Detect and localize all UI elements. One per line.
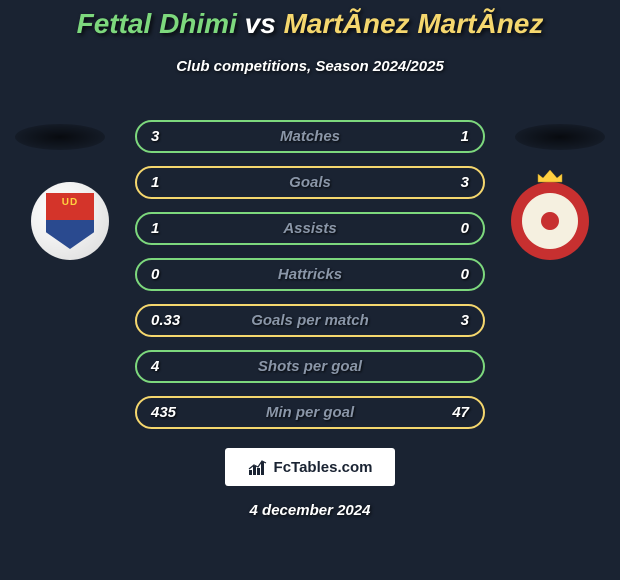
stat-label: Goals [137, 174, 483, 191]
badge-right-center [541, 212, 559, 230]
player2-name: MartÃ­nez MartÃ­nez [284, 8, 544, 39]
chart-icon [248, 458, 268, 476]
player1-name: Fettal Dhimi [77, 8, 237, 39]
crown-icon [536, 168, 564, 186]
fctables-logo[interactable]: FcTables.com [225, 448, 395, 486]
stat-label: Assists [137, 220, 483, 237]
stat-label: Shots per goal [137, 358, 483, 375]
stat-label: Goals per match [137, 312, 483, 329]
comparison-title: Fettal Dhimi vs MartÃ­nez MartÃ­nez [0, 0, 620, 40]
stat-label: Min per goal [137, 404, 483, 421]
stats-container: 3 Matches 1 1 Goals 3 1 Assists 0 0 Hatt… [135, 120, 485, 442]
subtitle: Club competitions, Season 2024/2025 [0, 58, 620, 75]
stat-label: Matches [137, 128, 483, 145]
stat-value-right: 0 [461, 220, 469, 237]
shadow-right [515, 124, 605, 150]
badge-left-text: UD [46, 197, 94, 208]
stat-value-right: 0 [461, 266, 469, 283]
stat-label: Hattricks [137, 266, 483, 283]
stat-row: 0.33 Goals per match 3 [135, 304, 485, 337]
logo-text: FcTables.com [274, 459, 373, 476]
date: 4 december 2024 [0, 502, 620, 519]
team-badge-left: UD [31, 182, 109, 260]
stat-row: 435 Min per goal 47 [135, 396, 485, 429]
vs-text: vs [245, 8, 276, 39]
shadow-left [15, 124, 105, 150]
stat-value-right: 3 [461, 312, 469, 329]
stat-value-right: 47 [452, 404, 469, 421]
badge-right-inner [522, 193, 578, 249]
badge-left-shield: UD [46, 193, 94, 249]
stat-row: 4 Shots per goal [135, 350, 485, 383]
team-badge-right [511, 182, 589, 260]
stat-row: 1 Assists 0 [135, 212, 485, 245]
stat-row: 3 Matches 1 [135, 120, 485, 153]
stat-value-right: 3 [461, 174, 469, 191]
stat-row: 0 Hattricks 0 [135, 258, 485, 291]
stat-row: 1 Goals 3 [135, 166, 485, 199]
stat-value-right: 1 [461, 128, 469, 145]
